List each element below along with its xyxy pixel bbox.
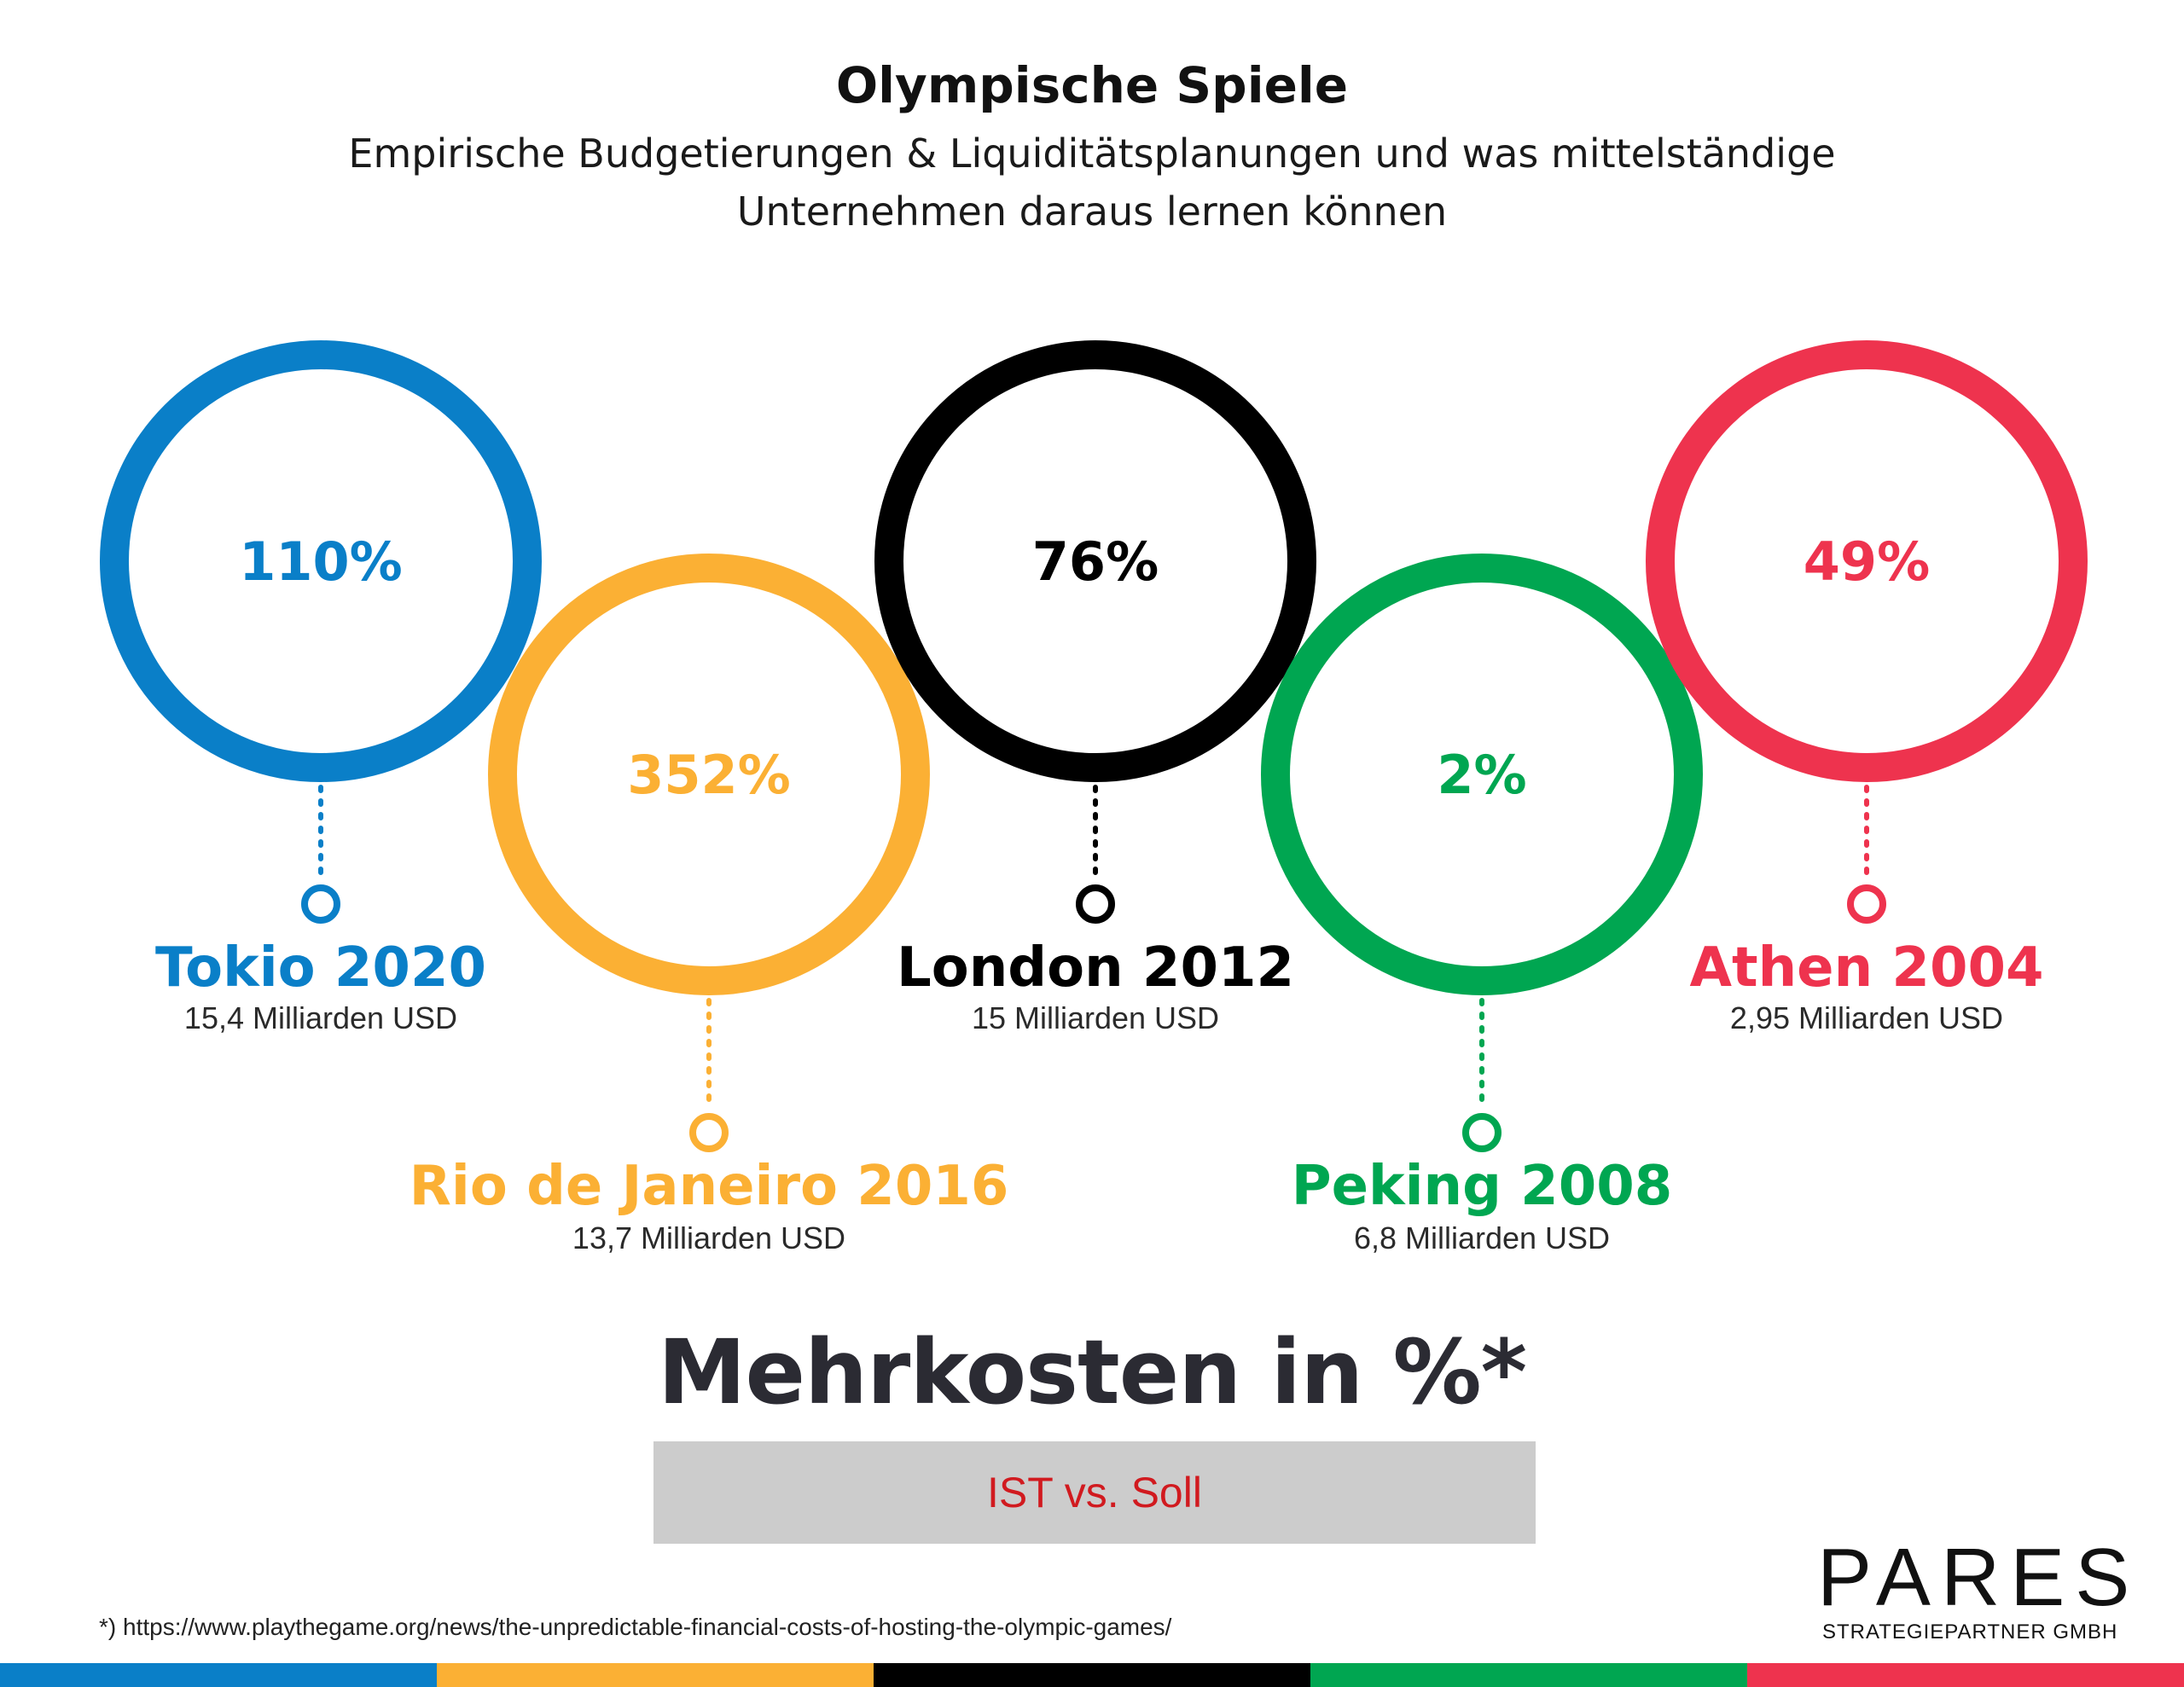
- city-label: Tokio 2020: [155, 936, 486, 1000]
- connector-marker: [1076, 884, 1115, 924]
- connector-marker: [1462, 1113, 1502, 1152]
- overrun-percent: 76%: [1032, 530, 1159, 593]
- color-bar: [0, 1663, 2184, 1687]
- comparison-box: IST vs. Soll: [653, 1441, 1536, 1544]
- connector-marker: [689, 1113, 729, 1152]
- color-bar-segment: [437, 1663, 874, 1687]
- city-label: London 2012: [897, 936, 1294, 1000]
- overrun-percent: 110%: [239, 530, 403, 593]
- overrun-percent: 352%: [627, 744, 791, 806]
- page-subtitle: Empirische Budgetierungen & Liquiditätsp…: [348, 130, 1836, 235]
- city-label: Rio de Janeiro 2016: [410, 1155, 1009, 1218]
- olympic-ring: [1646, 340, 2088, 782]
- page-title: Olympische Spiele: [835, 56, 1349, 114]
- connector-marker: [1847, 884, 1886, 924]
- olympic-ring: [100, 340, 542, 782]
- logo-subtitle: STRATEGIEPARTNER GMBH: [1822, 1620, 2118, 1644]
- budget-label: 15,4 Milliarden USD: [184, 1000, 457, 1035]
- pares-logo: PARES STRATEGIEPARTNER GMBH: [1817, 1535, 2133, 1646]
- measure-headline: Mehrkosten in %*: [657, 1320, 1527, 1424]
- color-bar-segment: [0, 1663, 437, 1687]
- olympic-ring: [488, 554, 930, 995]
- overrun-percent: 2%: [1437, 744, 1526, 806]
- comparison-label: IST vs. Soll: [987, 1469, 1202, 1516]
- budget-label: 13,7 Milliarden USD: [572, 1220, 845, 1255]
- logo-wordmark: PARES: [1817, 1532, 2140, 1623]
- budget-label: 15 Milliarden USD: [972, 1000, 1219, 1035]
- source-footnote: *) https://www.playthegame.org/news/the-…: [99, 1614, 1172, 1640]
- budget-label: 2,95 Milliarden USD: [1730, 1000, 2003, 1035]
- connector-marker: [301, 884, 340, 924]
- overrun-percent: 49%: [1804, 530, 1930, 593]
- budget-label: 6,8 Milliarden USD: [1354, 1220, 1610, 1255]
- color-bar-segment: [1747, 1663, 2184, 1687]
- olympic-ring: [1261, 554, 1703, 995]
- color-bar-segment: [874, 1663, 1310, 1687]
- city-label: Peking 2008: [1292, 1155, 1673, 1218]
- color-bar-segment: [1310, 1663, 1747, 1687]
- city-label: Athen 2004: [1689, 936, 2043, 1000]
- olympic-ring: [874, 340, 1316, 782]
